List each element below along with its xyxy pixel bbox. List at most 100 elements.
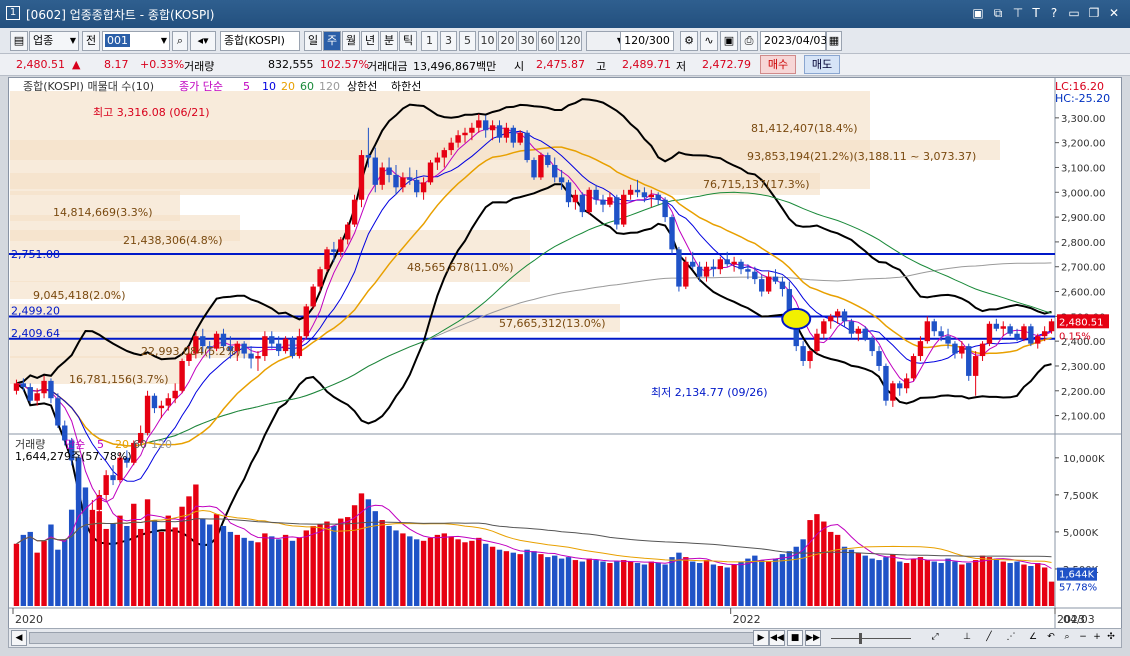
ruler-icon[interactable]: ⊥ bbox=[963, 632, 971, 642]
volume-current-text: 1,644,279주(57.78%) bbox=[15, 450, 132, 463]
zoom-out-icon[interactable]: − bbox=[1079, 632, 1087, 642]
candle-body bbox=[641, 192, 648, 198]
font-size-icon[interactable]: T bbox=[1032, 6, 1040, 20]
upper-limit-label: LC:16.20 bbox=[1055, 80, 1104, 93]
scroll-track[interactable] bbox=[29, 632, 755, 644]
indicator-icon[interactable]: ∿ bbox=[700, 31, 718, 51]
chart-scrollbar[interactable]: ◀ ▶ ◀◀ ■ ▶▶ ⤢ ⊥ ╱ ⋰ ∠ ↶ ⌕ − + ✣ bbox=[8, 628, 1122, 648]
price-change: 8.17 bbox=[104, 58, 129, 71]
pin-icon[interactable]: ⊤ bbox=[1012, 6, 1024, 20]
scroll-left-icon[interactable]: ◀ bbox=[11, 630, 27, 646]
draw-line-icon[interactable]: ╱ bbox=[986, 632, 992, 642]
volume-bar bbox=[489, 546, 496, 606]
interval-5-button[interactable]: 5 bbox=[459, 31, 476, 51]
window-titlebar: 1 [0602] 업종종합차트 - 종합(KOSPI) ▣ ⧉ ⊤ T ? ▭ … bbox=[0, 0, 1130, 28]
volume-bar bbox=[910, 558, 917, 606]
period-year-button[interactable]: 년 bbox=[361, 31, 379, 51]
candle-body bbox=[993, 323, 1000, 329]
volume-bar bbox=[986, 557, 993, 606]
index-name-field[interactable]: 종합(KOSPI) bbox=[220, 31, 300, 51]
volume-bar bbox=[696, 563, 703, 606]
candle-body bbox=[586, 189, 592, 213]
candle-body bbox=[558, 177, 565, 183]
buy-button[interactable]: 매수 bbox=[760, 55, 796, 74]
candle-body bbox=[538, 155, 544, 178]
ma-legend-period: 60 bbox=[300, 80, 314, 93]
period-week-button[interactable]: 주 bbox=[323, 31, 341, 51]
price-tick-label: 2,100.00 bbox=[1061, 412, 1106, 423]
date-input[interactable]: 2023/04/03 bbox=[760, 31, 827, 51]
candle-body bbox=[483, 120, 489, 131]
volume-bar bbox=[110, 523, 116, 606]
zoom-fit-icon[interactable]: ⤢ bbox=[931, 632, 939, 642]
volume-bar bbox=[869, 558, 875, 606]
scroll-right-icon[interactable]: ▶ bbox=[753, 630, 769, 646]
volume-bar bbox=[34, 552, 40, 606]
zoom-slider[interactable] bbox=[831, 632, 911, 644]
sector-select[interactable]: 업종 ▼ bbox=[29, 31, 79, 51]
volume-profile-bar bbox=[10, 140, 1000, 160]
speaker-icon[interactable]: ◂▾ bbox=[190, 31, 216, 51]
interval-1-button[interactable]: 1 bbox=[421, 31, 438, 51]
volume-value: 832,555 bbox=[268, 58, 314, 71]
volume-bar bbox=[124, 525, 130, 606]
minimize-icon[interactable]: ▭ bbox=[1068, 6, 1080, 20]
window-number: 1 bbox=[6, 6, 20, 20]
volume-bar bbox=[821, 521, 827, 606]
print-icon[interactable]: ⎙ bbox=[740, 31, 758, 51]
maximize-icon[interactable]: ❐ bbox=[1088, 6, 1100, 20]
volume-bar bbox=[206, 524, 213, 606]
period-day-button[interactable]: 일 bbox=[304, 31, 322, 51]
interval-3-button[interactable]: 3 bbox=[440, 31, 457, 51]
interval-30-button[interactable]: 30 bbox=[518, 31, 537, 51]
interval-120-button[interactable]: 120 bbox=[558, 31, 582, 51]
interval-60-button[interactable]: 60 bbox=[538, 31, 557, 51]
volume-bar bbox=[41, 540, 47, 606]
forward-icon[interactable]: ▶▶ bbox=[805, 630, 821, 646]
chart-svg[interactable]: 3,300.00 3,200.00 3,100.00 3,000.00 2,900.00… bbox=[9, 78, 1121, 631]
period-minute-button[interactable]: 분 bbox=[380, 31, 398, 51]
volume-bar bbox=[296, 537, 303, 606]
candle-body bbox=[206, 346, 213, 349]
candle-body bbox=[1014, 333, 1020, 339]
save-icon[interactable]: ▣ bbox=[720, 31, 738, 51]
undo-icon[interactable]: ↶ bbox=[1047, 632, 1055, 642]
close-icon[interactable]: ✕ bbox=[1108, 6, 1120, 20]
link-window-icon[interactable]: ⧉ bbox=[993, 6, 1003, 20]
volume-bar bbox=[282, 534, 289, 606]
candle-body bbox=[393, 174, 399, 188]
rewind-icon[interactable]: ◀◀ bbox=[769, 630, 785, 646]
volume-bar bbox=[496, 549, 503, 606]
sell-button[interactable]: 매도 bbox=[804, 55, 840, 74]
crosshair-icon[interactable]: ✣ bbox=[1107, 632, 1115, 642]
chart-area[interactable]: 3,300.00 3,200.00 3,100.00 3,000.00 2,900.00… bbox=[8, 77, 1122, 632]
search-icon[interactable]: ⌕ bbox=[172, 31, 188, 51]
help-icon[interactable]: ? bbox=[1050, 6, 1058, 20]
all-toggle-button[interactable]: 전 bbox=[82, 31, 100, 51]
volume-bar bbox=[234, 534, 240, 606]
magnifier-icon[interactable]: ⌕ bbox=[1064, 632, 1070, 642]
stop-icon[interactable]: ■ bbox=[787, 630, 803, 646]
volume-bar bbox=[365, 499, 372, 606]
calendar-icon[interactable]: ▦ bbox=[826, 31, 842, 51]
angle-icon[interactable]: ∠ bbox=[1028, 632, 1038, 642]
volume-bar bbox=[586, 558, 592, 606]
list-icon[interactable]: ▤ bbox=[10, 31, 28, 51]
volume-bar bbox=[807, 520, 813, 606]
interval-20-button[interactable]: 20 bbox=[498, 31, 517, 51]
chart-tools-icon[interactable]: ⚙ bbox=[680, 31, 698, 51]
candle-body bbox=[372, 157, 378, 185]
count-input[interactable]: 120/300 bbox=[620, 31, 674, 51]
candle-body bbox=[710, 266, 717, 270]
trend-icon[interactable]: ⋰ bbox=[1006, 632, 1016, 642]
period-tick-button[interactable]: 틱 bbox=[399, 31, 417, 51]
screen-icon[interactable]: ▣ bbox=[972, 6, 984, 20]
volume-bar bbox=[400, 533, 406, 606]
volume-bar bbox=[310, 525, 316, 606]
zoom-in-icon[interactable]: + bbox=[1093, 632, 1101, 642]
period-month-button[interactable]: 월 bbox=[342, 31, 360, 51]
candle-body bbox=[351, 199, 358, 225]
code-input[interactable]: 001 ▼ bbox=[102, 31, 170, 51]
interval-10-button[interactable]: 10 bbox=[478, 31, 497, 51]
volume-bar bbox=[834, 534, 841, 606]
